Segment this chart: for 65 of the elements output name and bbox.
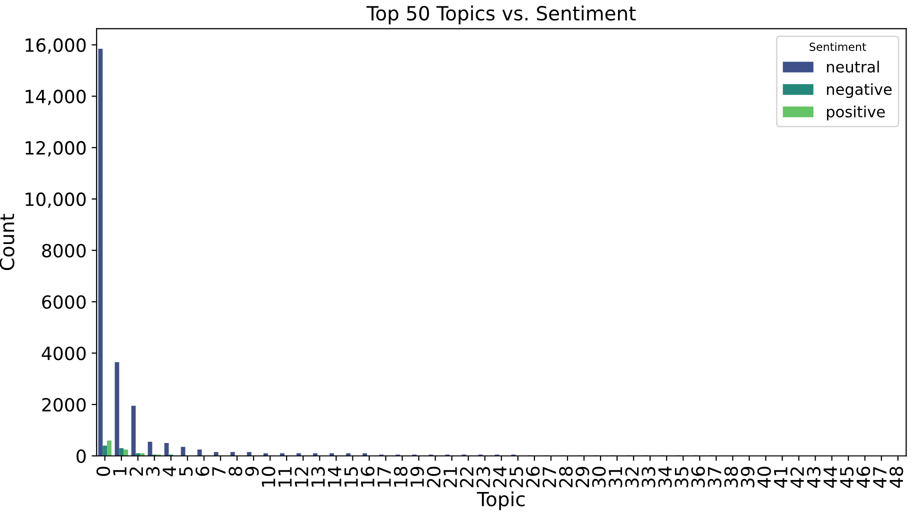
x-tick-label: 42 <box>790 467 804 488</box>
y-tick-label: 0 <box>76 449 86 463</box>
y-tick-label: 14,000 <box>26 90 86 106</box>
x-tick-label: 43 <box>806 467 821 488</box>
x-tick-label: 2 <box>129 467 143 476</box>
x-tick-label: 45 <box>840 467 854 488</box>
x-tick-label: 41 <box>774 467 788 488</box>
x-tick-label: 35 <box>674 467 688 488</box>
x-tick-label: 30 <box>592 466 606 488</box>
x-tick-label: 17 <box>378 467 391 487</box>
x-tick-label: 26 <box>526 466 540 488</box>
x-tick-label: 12 <box>294 467 308 487</box>
y-tick-label: 16,000 <box>26 38 86 54</box>
y-axis-title: Count <box>0 214 14 270</box>
x-tick-label: 47 <box>873 467 886 488</box>
x-tick-label: 9 <box>245 466 259 476</box>
x-tick-label: 23 <box>476 467 490 488</box>
x-tick-label: 5 <box>179 467 193 476</box>
x-tick-label: 8 <box>228 466 242 476</box>
x-tick-label: 33 <box>642 467 656 488</box>
legend-title: Sentiment <box>810 42 866 52</box>
x-tick-label: 39 <box>740 466 754 488</box>
legend-label: negative <box>827 83 892 98</box>
x-tick-label: 29 <box>576 466 590 488</box>
x-tick-label: 37 <box>708 467 722 488</box>
y-tick-label: 2000 <box>42 398 86 412</box>
x-tick-label: 28 <box>559 466 573 488</box>
x-tick-label: 13 <box>311 467 325 487</box>
x-tick-label: 38 <box>724 466 738 488</box>
x-tick-label: 25 <box>510 467 524 488</box>
x-tick-label: 46 <box>856 466 870 488</box>
x-axis-title: Topic <box>476 491 525 510</box>
x-tick-label: 32 <box>625 467 639 488</box>
x-tick-label: 10 <box>262 466 276 487</box>
x-tick-label: 24 <box>492 466 506 488</box>
x-tick-label: 16 <box>360 466 374 487</box>
x-tick-label: 27 <box>542 467 556 488</box>
legend-label: positive <box>827 106 885 120</box>
y-tick-label: 6000 <box>42 295 86 309</box>
x-tick-label: 20 <box>426 466 441 488</box>
y-tick-label: 12,000 <box>26 141 86 157</box>
x-tick-label: 36 <box>691 466 705 488</box>
y-tick-label: 8000 <box>42 244 86 258</box>
x-tick-label: 34 <box>658 466 672 488</box>
x-tick-label: 4 <box>162 466 176 476</box>
legend-label: neutral <box>827 60 879 73</box>
x-tick-label: 18 <box>394 466 408 487</box>
x-tick-label: 31 <box>608 467 622 488</box>
x-tick-label: 0 <box>96 466 110 476</box>
y-tick-label: 10,000 <box>26 192 86 208</box>
x-tick-label: 1 <box>113 467 126 476</box>
x-tick-label: 3 <box>146 467 160 476</box>
x-tick-label: 11 <box>278 467 292 487</box>
x-tick-label: 14 <box>328 466 342 487</box>
x-tick-label: 40 <box>757 466 771 488</box>
x-tick-label: 7 <box>212 467 226 476</box>
x-tick-label: 44 <box>824 466 837 488</box>
x-tick-label: 21 <box>443 467 457 488</box>
x-tick-label: 48 <box>890 466 904 488</box>
x-tick-label: 19 <box>410 466 424 487</box>
x-tick-label: 6 <box>196 466 210 476</box>
x-tick-label: 22 <box>460 467 474 488</box>
x-tick-label: 15 <box>344 467 358 487</box>
chart-title: Top 50 Topics vs. Sentiment <box>366 6 636 24</box>
y-tick-label: 4000 <box>42 346 86 360</box>
